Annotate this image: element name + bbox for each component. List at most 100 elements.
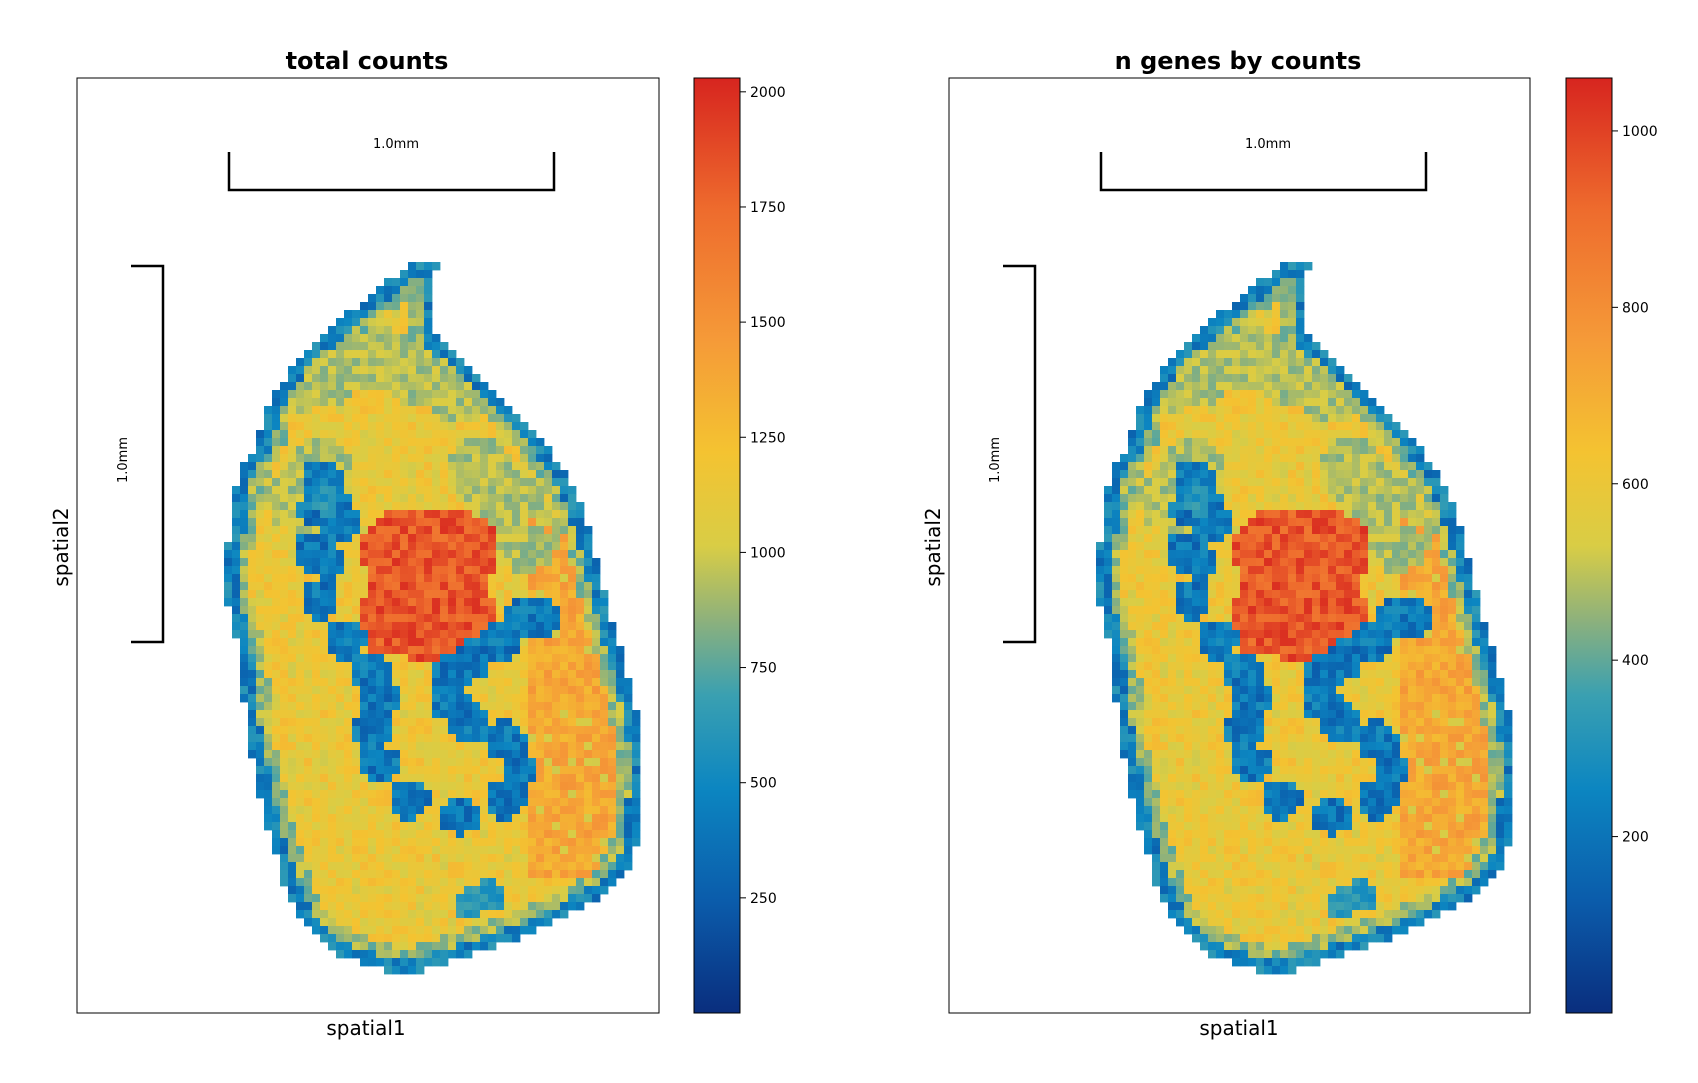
spot-cell (1264, 310, 1273, 319)
spot-cell (1136, 406, 1145, 415)
spot-cell (312, 534, 321, 543)
spot-cell (344, 366, 353, 375)
spot-cell (416, 358, 425, 367)
spot-cell (376, 350, 385, 359)
spot-cell (400, 438, 409, 447)
spot-cell (1216, 518, 1225, 527)
spot-cell (440, 526, 449, 535)
spot-cell (496, 478, 505, 487)
spot-cell (440, 342, 449, 351)
spot-cell (400, 558, 409, 567)
spot-cell (568, 630, 577, 639)
spot-cell (464, 686, 473, 695)
spot-cell (472, 918, 481, 927)
spot-cell (608, 742, 617, 751)
spot-cell (432, 774, 441, 783)
spot-cell (1160, 494, 1169, 503)
spot-cell (512, 654, 521, 663)
spot-cell (448, 582, 457, 591)
spot-cell (560, 806, 569, 815)
spot-cell (464, 366, 473, 375)
spot-cell (1360, 542, 1369, 551)
spot-cell (1104, 550, 1113, 559)
spot-cell (1128, 638, 1137, 647)
spot-cell (432, 526, 441, 535)
spot-cell (304, 854, 313, 863)
spot-cell (512, 702, 521, 711)
spot-cell (496, 750, 505, 759)
spot-cell (1408, 606, 1417, 615)
spot-cell (584, 790, 593, 799)
spot-cell (1296, 542, 1305, 551)
spot-cell (1280, 566, 1289, 575)
spot-cell (568, 798, 577, 807)
spot-cell (1256, 326, 1265, 335)
spot-cell (376, 838, 385, 847)
spot-cell (384, 414, 393, 423)
spot-cell (1336, 598, 1345, 607)
spot-cell (1272, 494, 1281, 503)
spot-cell (544, 486, 553, 495)
spot-cell (384, 598, 393, 607)
spot-cell (1120, 622, 1129, 631)
spot-cell (1336, 502, 1345, 511)
spot-cell (352, 886, 361, 895)
spot-cell (1104, 582, 1113, 591)
spot-cell (320, 398, 329, 407)
spot-cell (1128, 662, 1137, 671)
spot-cell (1248, 438, 1257, 447)
spot-cell (400, 318, 409, 327)
spot-cell (536, 766, 545, 775)
spot-cell (1224, 494, 1233, 503)
spot-cell (1136, 478, 1145, 487)
spot-cell (1408, 542, 1417, 551)
spot-cell (368, 750, 377, 759)
spot-cell (1376, 470, 1385, 479)
spot-cell (408, 582, 417, 591)
spot-cell (1224, 534, 1233, 543)
spot-cell (1344, 574, 1353, 583)
spot-cell (600, 646, 609, 655)
spot-cell (488, 654, 497, 663)
spot-cell (1376, 454, 1385, 463)
spot-cell (368, 622, 377, 631)
spot-cell (312, 550, 321, 559)
spot-cell (400, 846, 409, 855)
spot-cell (504, 774, 513, 783)
spot-cell (520, 742, 529, 751)
spot-cell (280, 534, 289, 543)
spot-cell (552, 614, 561, 623)
spot-cell (552, 814, 561, 823)
spot-cell (344, 886, 353, 895)
spot-cell (440, 662, 449, 671)
spot-cell (432, 358, 441, 367)
spot-cell (456, 366, 465, 375)
spot-cell (456, 694, 465, 703)
spot-cell (1256, 318, 1265, 327)
spot-cell (528, 838, 537, 847)
spot-cell (328, 366, 337, 375)
spot-cell (528, 694, 537, 703)
spot-cell (320, 390, 329, 399)
spot-cell (520, 718, 529, 727)
spot-cell (1264, 486, 1273, 495)
spot-cell (1352, 382, 1361, 391)
spot-cell (520, 822, 529, 831)
spot-cell (360, 318, 369, 327)
spot-cell (1112, 582, 1121, 591)
spot-cell (312, 854, 321, 863)
spot-cell (360, 694, 369, 703)
spot-cell (1408, 630, 1417, 639)
spot-cell (536, 854, 545, 863)
spot-cell (368, 718, 377, 727)
spot-cell (456, 734, 465, 743)
spot-cell (368, 822, 377, 831)
spot-cell (1120, 510, 1129, 519)
spot-cell (320, 454, 329, 463)
spot-cell (1320, 502, 1329, 511)
spot-cell (408, 534, 417, 543)
spot-cell (1448, 510, 1457, 519)
spot-cell (1112, 614, 1121, 623)
spot-cell (408, 790, 417, 799)
spot-cell (504, 790, 513, 799)
